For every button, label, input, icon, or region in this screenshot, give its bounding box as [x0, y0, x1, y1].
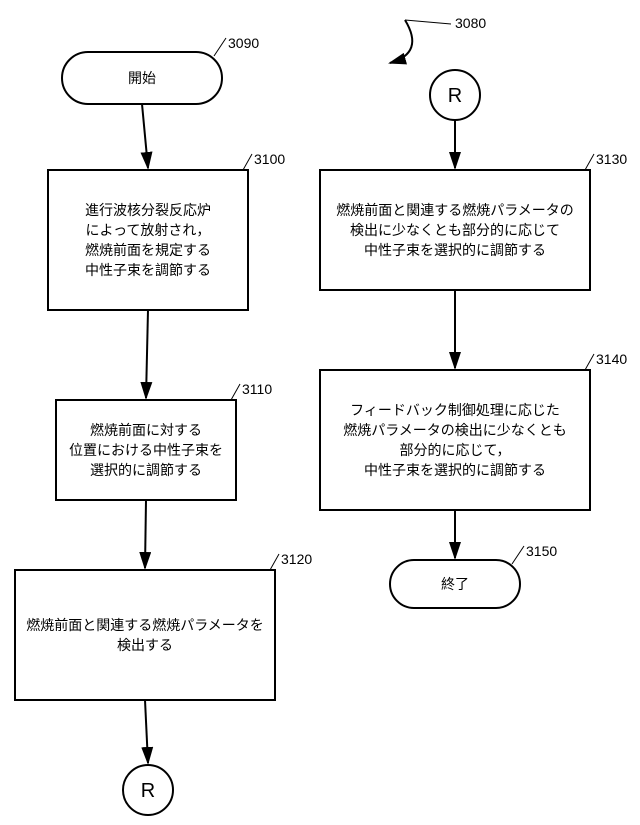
edge — [146, 310, 148, 398]
edge — [145, 500, 146, 568]
edge — [145, 700, 148, 763]
figure-label: 3080 — [455, 15, 486, 31]
text: 検出に少なくとも部分的に応じて — [350, 222, 560, 238]
connector-label: R — [448, 85, 462, 107]
text: 部分的に応じて， — [399, 442, 510, 458]
ref-label: 3140 — [596, 351, 627, 367]
text: 中性子束を選択的に調節する — [364, 462, 546, 478]
connector-label: R — [141, 780, 155, 802]
text: 位置における中性子束を — [69, 442, 223, 458]
ref-label: 3120 — [281, 551, 312, 567]
text: 選択的に調節する — [90, 462, 202, 478]
ref-label: 3150 — [526, 543, 557, 559]
process-n3140 — [320, 370, 590, 510]
ref-label: 3090 — [228, 35, 259, 51]
text: 終了 — [441, 576, 469, 592]
text: フィードバック制御処理に応じた — [350, 402, 560, 418]
text: 中性子束を調節する — [85, 262, 211, 278]
text: 開始 — [128, 70, 156, 86]
text: 燃焼前面に対する — [90, 422, 202, 438]
ref-label: 3130 — [596, 151, 627, 167]
edge — [142, 104, 148, 168]
text: によって放射され， — [86, 222, 211, 238]
ref-label: 3110 — [242, 381, 272, 397]
flowchart: 開始進行波核分裂反応炉によって放射され，燃焼前面を規定する中性子束を調節する燃焼… — [0, 0, 640, 825]
ref-label: 3100 — [254, 151, 285, 167]
text: 進行波核分裂反応炉 — [85, 202, 211, 218]
text: 燃焼前面を規定する — [85, 242, 211, 258]
process-n3100 — [48, 170, 248, 310]
text: 検出する — [117, 637, 173, 653]
leader-arrow — [390, 20, 412, 63]
text: 燃焼前面と関連する燃焼パラメータを — [26, 617, 264, 633]
text: 燃焼パラメータの検出に少なくとも — [343, 422, 567, 438]
text: 中性子束を選択的に調節する — [364, 242, 546, 258]
text: 燃焼前面と関連する燃焼パラメータの — [336, 202, 574, 218]
process-n3120 — [15, 570, 275, 700]
